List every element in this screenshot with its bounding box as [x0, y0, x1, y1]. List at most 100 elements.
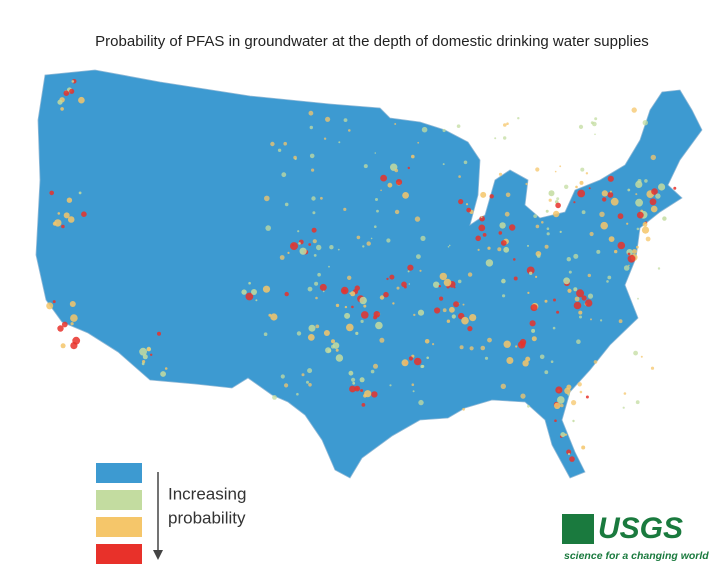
hotspot [69, 301, 76, 307]
hotspot [142, 360, 146, 364]
hotspot [467, 272, 473, 277]
hotspot [375, 321, 383, 330]
hotspot [556, 197, 560, 201]
hotspot [529, 271, 533, 275]
hotspot [322, 290, 325, 293]
hotspot [633, 350, 638, 356]
hotspot [636, 211, 644, 219]
hotspot [311, 227, 317, 233]
hotspot [645, 236, 651, 242]
hotspot [627, 254, 636, 263]
hotspot [359, 296, 367, 305]
hotspot [361, 403, 366, 407]
hotspot [70, 322, 74, 326]
hotspot [283, 141, 288, 146]
hotspot [535, 224, 540, 229]
hotspot [487, 246, 491, 250]
hotspot [557, 396, 565, 404]
hotspot [442, 163, 445, 166]
hotspot [587, 293, 594, 299]
hotspot [560, 403, 564, 408]
hotspot [298, 242, 301, 245]
hotspot [417, 141, 420, 144]
hotspot [403, 285, 407, 289]
hotspot [248, 281, 251, 285]
hotspot [407, 264, 414, 271]
hotspot [636, 245, 639, 249]
hotspot [478, 224, 486, 232]
hotspot [370, 237, 373, 240]
hotspot [578, 124, 584, 129]
hotspot [411, 383, 415, 387]
legend-arrowhead [153, 550, 163, 560]
hotspot [578, 310, 583, 315]
hotspot [608, 236, 615, 243]
hotspot [467, 326, 473, 332]
hotspot [417, 309, 425, 316]
hotspot [308, 383, 312, 387]
hotspot [392, 302, 395, 305]
hotspot [331, 339, 335, 344]
hotspot [287, 251, 290, 254]
hotspot [251, 289, 257, 295]
hotspot [331, 344, 335, 349]
legend-swatch [96, 544, 142, 564]
hotspot [312, 211, 316, 215]
hotspot [642, 222, 648, 227]
hotspot [81, 211, 87, 217]
hotspot [520, 393, 526, 399]
hotspot [502, 294, 506, 298]
hotspot [394, 168, 399, 173]
hotspot [394, 123, 397, 125]
hotspot [617, 241, 626, 250]
hotspot [379, 295, 385, 300]
hotspot [573, 201, 576, 204]
hotspot [522, 360, 529, 367]
hotspot [658, 183, 666, 191]
hotspot [623, 392, 627, 395]
hotspot [421, 126, 428, 133]
hotspot [412, 390, 415, 393]
hotspot [525, 182, 528, 186]
hotspot [535, 167, 540, 172]
hotspot [407, 166, 410, 170]
hotspot [389, 274, 395, 280]
hotspot [573, 301, 582, 310]
hotspot [349, 292, 351, 295]
hotspot [527, 404, 530, 408]
hotspot [374, 225, 377, 228]
hotspot [482, 233, 487, 237]
hotspot [420, 235, 426, 241]
hotspot [594, 133, 596, 136]
hotspot [546, 232, 550, 236]
hotspot [592, 121, 597, 127]
hotspot [571, 400, 577, 406]
hotspot [589, 231, 594, 237]
hotspot [373, 311, 381, 318]
hotspot [279, 255, 285, 260]
hotspot [575, 185, 578, 189]
hotspot [567, 288, 572, 293]
hotspot [494, 137, 497, 140]
hotspot [323, 137, 327, 140]
hotspot [343, 207, 347, 211]
hotspot [600, 319, 603, 322]
hotspot [506, 357, 514, 364]
hotspot [421, 364, 425, 368]
hotspot [572, 419, 575, 423]
legend-swatch [96, 517, 142, 537]
hotspot [626, 222, 629, 225]
hotspot [284, 291, 289, 297]
hotspot [280, 374, 285, 379]
hotspot [606, 280, 609, 283]
hotspot [517, 117, 520, 120]
hotspot [531, 328, 536, 333]
hotspot [607, 191, 614, 198]
hotspot [590, 318, 592, 321]
hotspot [566, 449, 572, 455]
hotspot [139, 347, 148, 356]
hotspot [67, 216, 75, 223]
hotspot [600, 221, 608, 230]
hotspot [469, 314, 477, 322]
